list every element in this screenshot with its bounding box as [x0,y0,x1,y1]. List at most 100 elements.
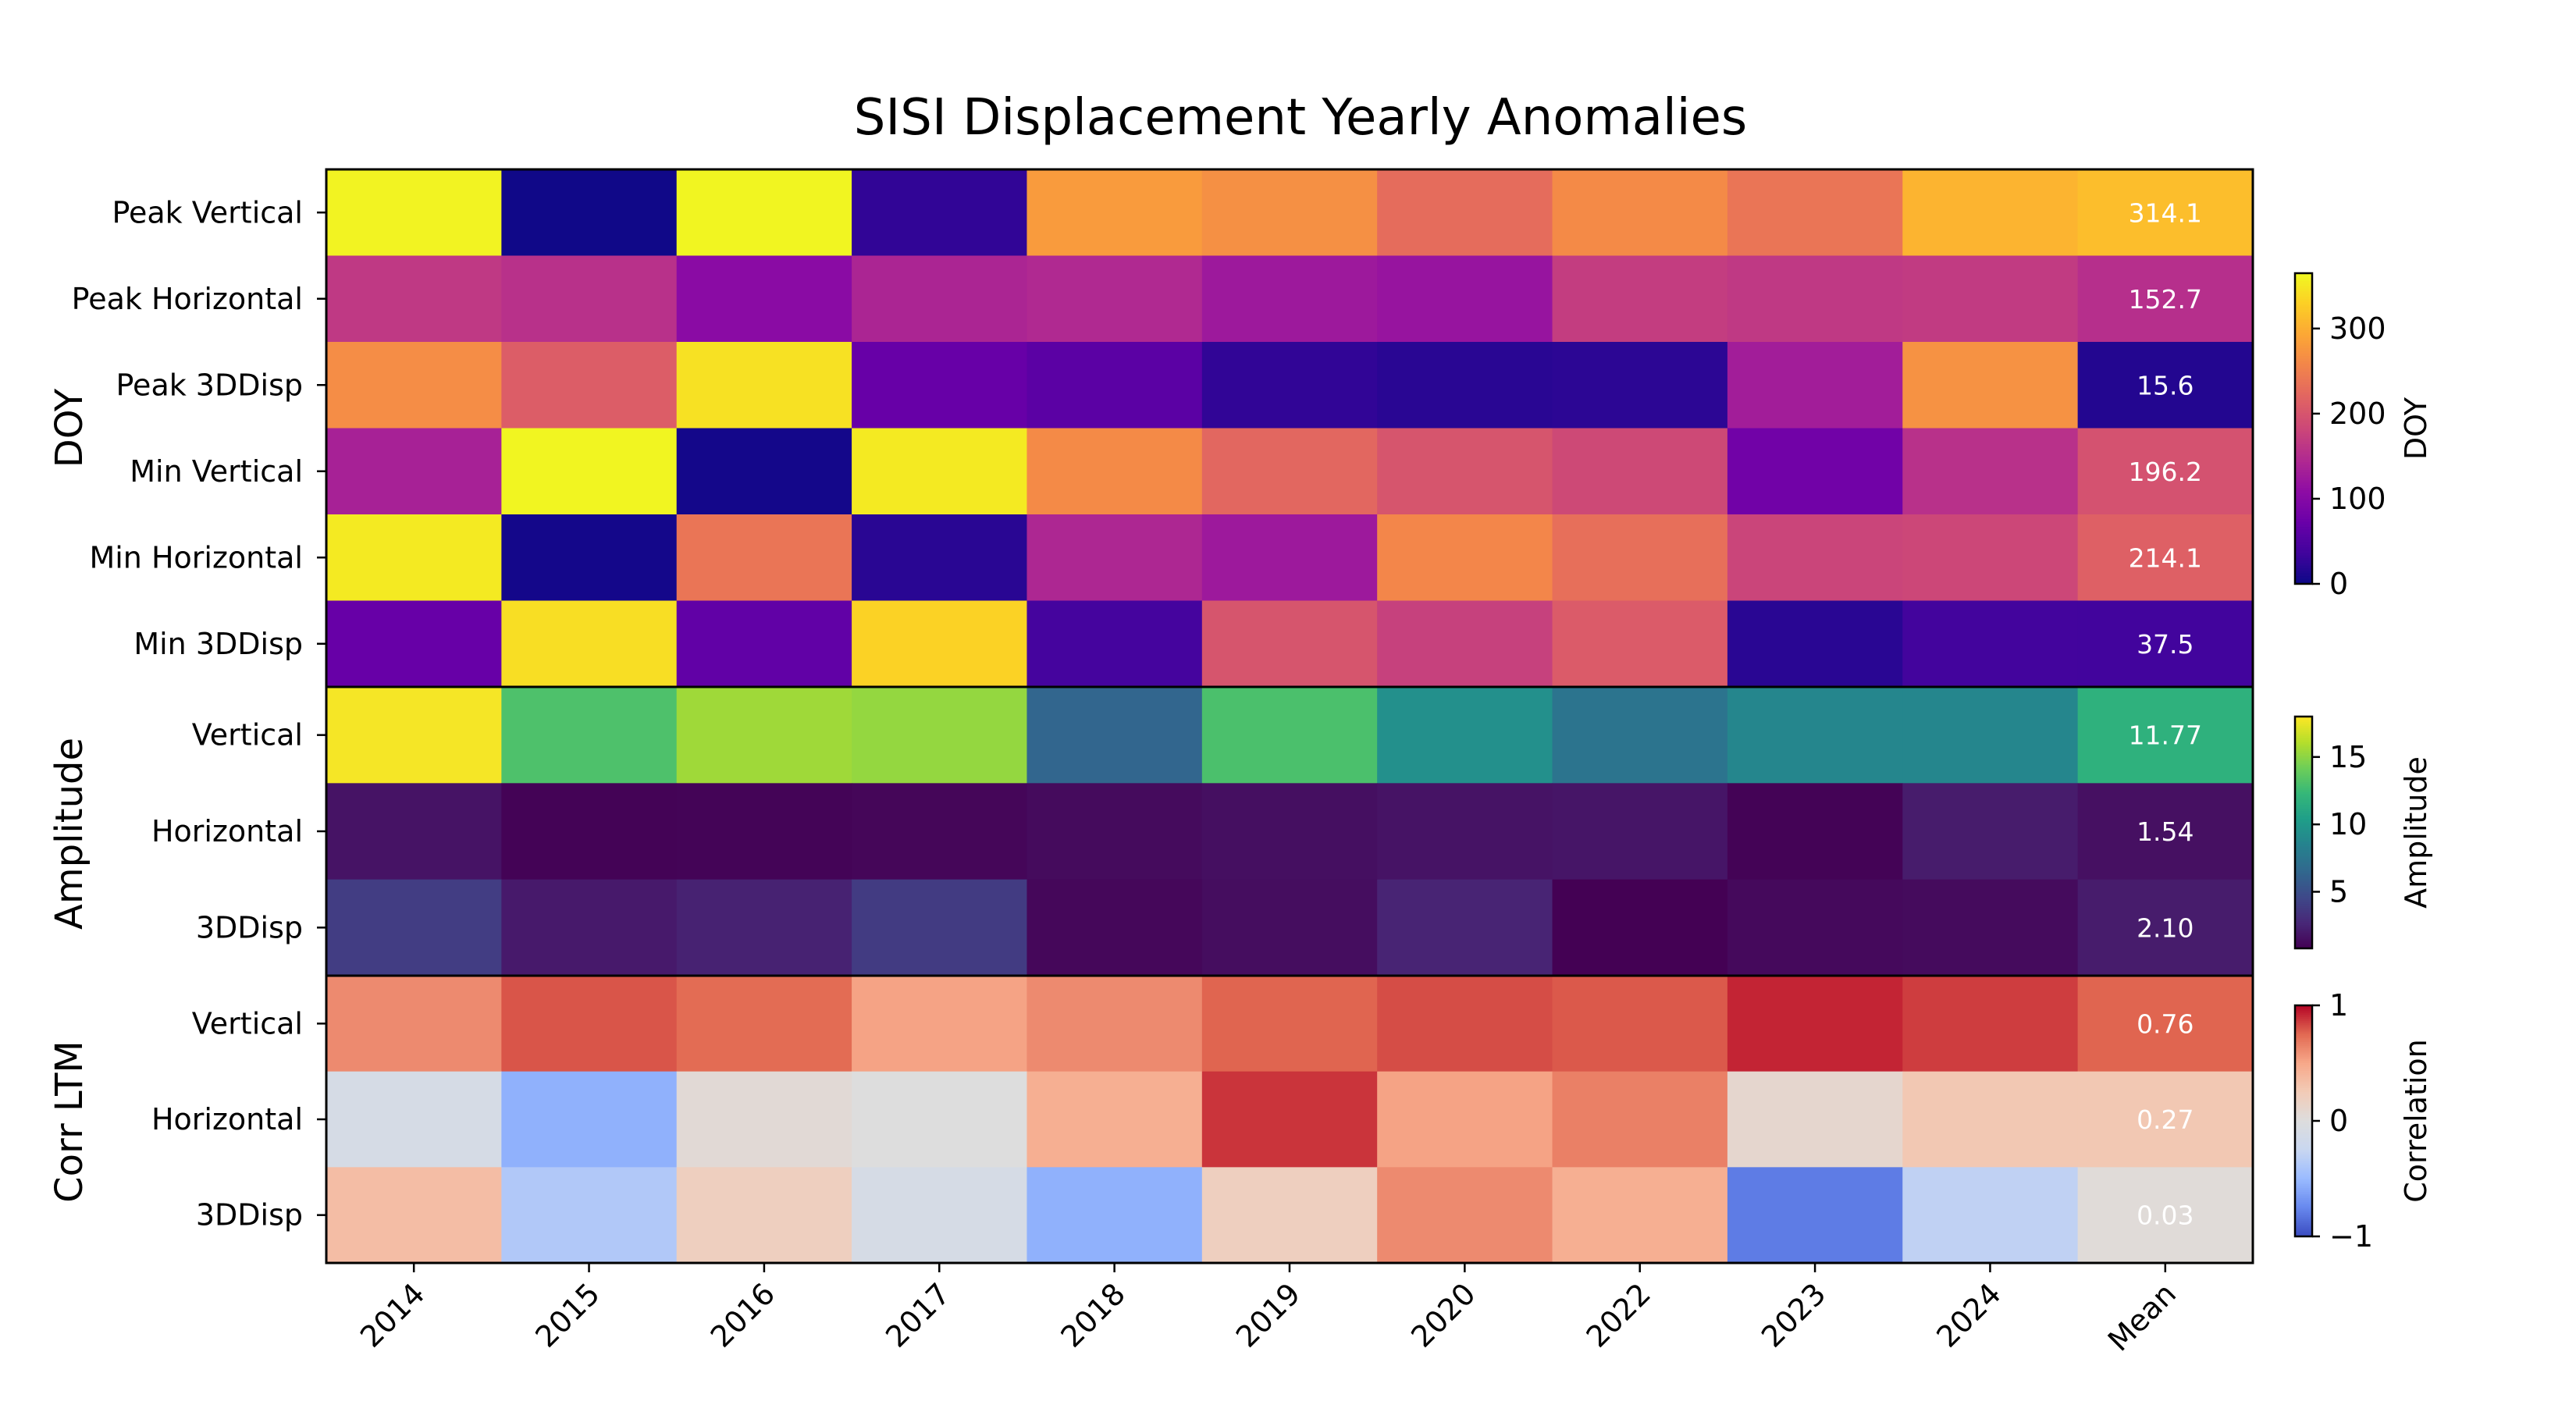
heatmap-cell [501,600,678,688]
group-label: Corr LTM [48,1040,91,1203]
column-labels: 2014 2015 2016 2017 2018 2019 2020 2022 2023 2024… [354,1263,2183,1358]
colorbar-swatch [2295,482,2312,486]
colorbar-swatch [2295,1070,2312,1073]
heatmap-cell [2077,687,2254,784]
heatmap-cell [1026,169,1203,257]
heatmap-cell [852,600,1028,688]
colorbar-swatch [2295,327,2312,331]
colorbar-swatch [2295,485,2312,489]
colorbar-swatch [2295,1007,2312,1010]
colorbar-tick-label: 300 [2329,311,2386,346]
heatmap-cell [1026,1071,1203,1168]
colorbar-swatch [2295,353,2312,357]
colorbar-swatch [2295,790,2312,793]
colorbar-frame [2293,272,2314,585]
colorbar-swatch [2295,500,2312,504]
colorbar-swatch [2295,776,2312,779]
colorbar-swatch [2295,1130,2312,1133]
colorbar-swatch [2295,1090,2312,1093]
colorbar-swatch [2295,778,2312,781]
colorbar-swatch [2295,1171,2312,1174]
heatmap-cell [1727,600,1903,688]
heatmap-cell [1201,514,1378,602]
colorbar-swatch [2295,578,2312,582]
colorbar-swatch [2295,1088,2312,1091]
colorbar-swatch [2295,288,2312,292]
colorbar-swatch [2295,1082,2312,1085]
colorbar-swatch [2295,768,2312,771]
heatmap-cell [1902,255,2079,343]
heatmap-cell [852,1167,1028,1264]
colorbar-swatch [2295,834,2312,838]
colorbar-swatch [2295,1205,2312,1208]
colorbar-swatch [2295,1065,2312,1068]
colorbar-swatch [2295,1213,2312,1216]
heatmap-cell [1201,342,1378,429]
colorbar-swatch [2295,532,2312,535]
colorbar-doy: 0 100 200 300 DOY [2293,272,2433,601]
colorbar-swatch [2295,941,2312,944]
column-label: 2016 [704,1276,782,1354]
colorbar-swatch [2295,786,2312,789]
colorbar-swatch [2295,1190,2312,1193]
colorbar-swatch [2295,317,2312,321]
colorbar-swatch [2295,1030,2312,1033]
colorbar-swatch [2295,838,2312,841]
colorbar-swatch [2295,811,2312,814]
colorbar-swatch [2295,938,2312,941]
column-label: 2014 [354,1276,432,1354]
mean-value-label: 0.03 [2137,1200,2194,1231]
colorbar-swatch [2295,874,2312,878]
colorbar-swatch [2295,1144,2312,1147]
colorbar-swatch [2295,745,2312,749]
colorbar-swatch [2295,772,2312,775]
colorbar-swatch [2295,301,2312,305]
colorbar-swatch [2295,753,2312,756]
colorbar-swatch [2295,1111,2312,1114]
colorbar-swatch [2295,1138,2312,1141]
row-label: Peak Vertical [112,195,303,229]
colorbar-swatch [2295,1078,2312,1081]
colorbar-swatch [2295,1217,2312,1220]
colorbar-swatch [2295,1151,2312,1154]
colorbar-swatch [2295,782,2312,785]
colorbar-swatch [2295,1097,2312,1101]
heatmap-cell [1902,687,2079,784]
colorbar-swatch [2295,886,2312,889]
colorbar-tick-label: 100 [2329,482,2386,516]
colorbar-swatch [2295,908,2312,911]
heatmap-cell [2077,255,2254,343]
heatmap-cell [852,169,1028,257]
colorbar-swatch [2295,877,2312,880]
colorbar-swatch [2295,1146,2312,1149]
column-label: 2018 [1054,1276,1132,1354]
colorbar-swatch [2295,457,2312,461]
colorbar-swatch [2295,343,2312,347]
colorbar-swatch [2295,1109,2312,1112]
heatmap-cell [2077,783,2254,880]
colorbar-swatch [2295,309,2312,313]
colorbar-swatch [2295,1168,2312,1172]
colorbar-swatch [2295,547,2312,551]
colorbar-swatch [2295,1132,2312,1135]
colorbar-swatch [2295,475,2312,478]
heatmap-cell [326,879,502,976]
panel-corr-ltm: Vertical 0.76 Horizontal 0.27 3DDisp 0.03 Corr… [48,974,2254,1264]
heatmap-cell [501,879,678,976]
heatmap-cell [1377,169,1553,257]
colorbar-swatch [2295,884,2312,887]
colorbar-swatch [2295,335,2312,339]
colorbar-label: Correlation [2399,1039,2433,1203]
heatmap-cell [676,255,852,343]
heatmap-cell [1201,783,1378,880]
colorbar-swatch [2295,431,2312,435]
colorbar-swatch [2295,1192,2312,1195]
heatmap-cell [1026,976,1203,1072]
colorbar-swatch [2295,767,2312,770]
heatmap-cell [326,514,502,602]
heatmap-cell [676,428,852,515]
row-label: Horizontal [151,1102,303,1136]
colorbar-swatch [2295,311,2312,315]
colorbar-swatch [2295,340,2312,344]
colorbar-swatch [2295,735,2312,738]
